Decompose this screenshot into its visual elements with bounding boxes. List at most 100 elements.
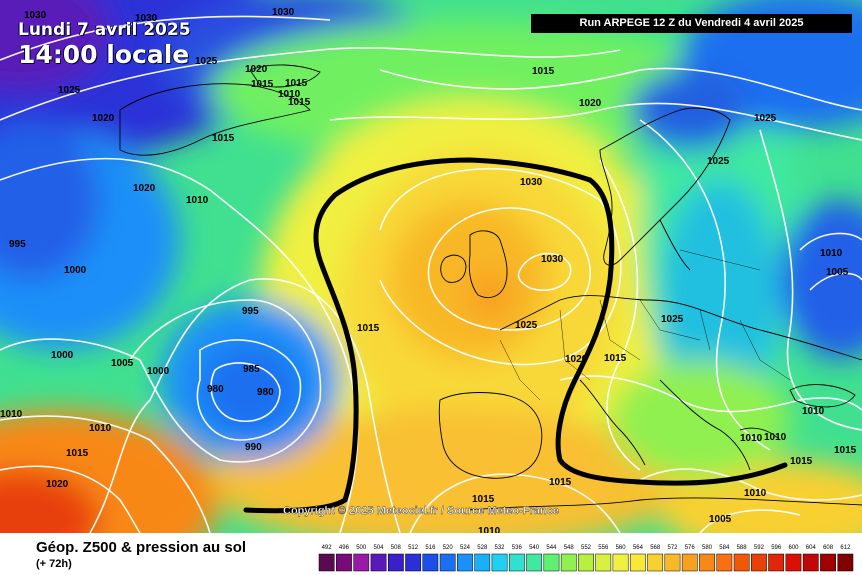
scale-swatch — [837, 553, 854, 572]
isobar-label: 980 — [207, 384, 224, 395]
isobar-label: 1015 — [66, 448, 89, 459]
scale-swatches — [318, 553, 854, 572]
isobar-label: 980 — [257, 387, 274, 398]
isobar-label: 1025 — [58, 85, 81, 96]
color-scale-legend: 492 496 500 504 508 512 516 520 524 528 532 536 540 5… — [318, 545, 854, 572]
scale-value-label: 568 — [650, 545, 661, 551]
isobar-labels: 1030 1030 1030 1025 1020 1015 1015 1010 … — [0, 7, 857, 533]
scale-value-label: 580 — [702, 545, 713, 551]
scale-swatch — [612, 553, 629, 572]
scale-value-label: 556 — [598, 545, 609, 551]
isobar-label: 1010 — [0, 409, 23, 420]
run-info-label: Run ARPEGE 12 Z du Vendredi 4 avril 2025 — [531, 14, 852, 33]
scale-value-label: 564 — [633, 545, 644, 551]
scale-value-label: 520 — [443, 545, 454, 551]
isobar-label: 1000 — [64, 265, 87, 276]
isobar-label: 1030 — [24, 10, 47, 21]
isobar-label: 1010 — [478, 526, 501, 533]
isobar-label: 1010 — [802, 406, 825, 417]
isobar-label: 1010 — [744, 488, 767, 499]
scale-value-label: 604 — [806, 545, 817, 551]
scale-swatch — [785, 553, 802, 572]
isobar-label: 1020 — [133, 183, 156, 194]
isobar-label: 1025 — [515, 320, 538, 331]
isobar-label: 985 — [243, 364, 260, 375]
scale-swatch — [578, 553, 594, 572]
scale-swatch — [681, 553, 698, 572]
scale-value-label: 596 — [771, 545, 782, 551]
isobar-label: 1010 — [740, 433, 763, 444]
isobar-label: 1000 — [147, 366, 170, 377]
scale-value-label: 548 — [564, 545, 575, 551]
scale-labels: 492 496 500 504 508 512 516 520 524 528 532 536 540 5… — [322, 545, 851, 551]
scale-value-label: 592 — [754, 545, 765, 551]
scale-swatch — [387, 553, 404, 572]
scale-swatch — [526, 553, 543, 572]
scale-value-label: 524 — [460, 545, 471, 551]
scale-value-label: 512 — [408, 545, 419, 551]
scale-swatch — [370, 553, 387, 572]
coastlines — [119, 64, 862, 511]
scale-value-label: 496 — [339, 545, 350, 551]
scale-value-label: 544 — [546, 545, 557, 551]
isobar-label: 1020 — [565, 354, 588, 365]
scale-value-label: 528 — [477, 545, 488, 551]
forecast-map: 1030 1030 1030 1025 1020 1015 1015 1010 … — [0, 0, 862, 533]
scale-swatch — [664, 553, 681, 572]
scale-value-label: 600 — [788, 545, 799, 551]
scale-swatch — [508, 553, 525, 572]
scale-swatch — [422, 553, 439, 572]
isobar-label: 1030 — [272, 7, 295, 18]
isobar-label: 1025 — [754, 113, 777, 124]
isobar-label: 1015 — [212, 133, 235, 144]
scale-swatch — [439, 553, 456, 572]
isobar-label: 1015 — [549, 477, 572, 488]
isobar-label: 1015 — [288, 97, 311, 108]
scale-swatch — [491, 553, 508, 572]
isobar-label: 1015 — [285, 78, 308, 89]
ridge-isobar-thick — [243, 157, 788, 514]
scale-swatch — [336, 553, 352, 572]
scale-swatch — [457, 553, 473, 572]
scale-value-label: 588 — [737, 545, 748, 551]
scale-value-label: 516 — [425, 545, 436, 551]
isobar-label: 1010 — [278, 89, 301, 100]
isobar-label: 1030 — [520, 177, 543, 188]
isobar-label: 1025 — [661, 314, 684, 325]
scale-swatch — [405, 553, 422, 572]
scale-value-label: 504 — [373, 545, 384, 551]
scale-value-label: 532 — [494, 545, 505, 551]
isobar-label: 1020 — [579, 98, 602, 109]
scale-value-label: 540 — [529, 545, 540, 551]
isobar-label: 1010 — [764, 432, 787, 443]
forecast-time: 14:00 locale — [18, 40, 190, 69]
isobar-label: 1010 — [89, 423, 112, 434]
scale-value-label: 576 — [685, 545, 696, 551]
scale-value-label: 536 — [512, 545, 523, 551]
scale-value-label: 492 — [322, 545, 333, 551]
scale-swatch — [595, 553, 612, 572]
scale-value-label: 560 — [616, 545, 627, 551]
isobar-label: 1015 — [251, 79, 274, 90]
isobar-label: 1005 — [709, 514, 732, 525]
isobar-label: 1005 — [826, 267, 849, 278]
lead-time: (+ 72h) — [36, 558, 72, 570]
isobar-label: 1015 — [790, 456, 813, 467]
isobar-label: 1025 — [195, 56, 218, 67]
scale-value-label: 584 — [719, 545, 730, 551]
parameter-title: Géop. Z500 & pression au sol — [36, 539, 247, 556]
isobars — [0, 15, 862, 533]
isobar-label: 1005 — [111, 358, 134, 369]
scale-value-label: 572 — [667, 545, 678, 551]
isobar-label: 1020 — [92, 113, 115, 124]
map-canvas: 1030 1030 1030 1025 1020 1015 1015 1010 … — [0, 0, 862, 533]
isobar-label: 1030 — [541, 254, 564, 265]
scale-swatch — [560, 553, 577, 572]
copyright-text: Copyright © 2025 Meteociel.fr / Source M… — [283, 505, 559, 517]
scale-value-label: 612 — [840, 545, 851, 551]
scale-swatch — [353, 553, 370, 572]
forecast-date: Lundi 7 avril 2025 — [18, 20, 191, 40]
scale-swatch — [768, 553, 785, 572]
isobar-label: 1015 — [472, 494, 495, 505]
isobar-label: 995 — [242, 306, 259, 317]
